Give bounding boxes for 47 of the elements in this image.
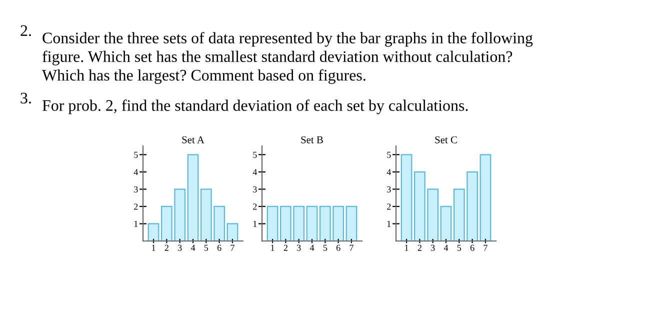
x-tick-label: 2 <box>164 244 168 251</box>
y-tick-label: 4 <box>134 169 138 176</box>
x-tick-label: 1 <box>152 244 156 251</box>
y-tick-label: 2 <box>253 204 257 210</box>
bar <box>187 154 199 241</box>
chart-title: Set A <box>182 136 204 144</box>
x-tick-label: 7 <box>230 244 234 251</box>
x-tick-label: 6 <box>217 244 222 251</box>
y-tick-label: 5 <box>387 152 391 158</box>
x-tick-label: 5 <box>323 244 328 251</box>
x-tick-label: 2 <box>418 244 422 251</box>
y-tick-label: 1 <box>253 220 257 227</box>
y-tick-label: 5 <box>253 152 257 158</box>
y-tick-label: 3 <box>134 186 138 192</box>
y-tick-label: 1 <box>387 220 391 227</box>
bar <box>400 154 412 241</box>
x-tick-label: 3 <box>297 244 301 251</box>
y-tick-label: 3 <box>387 186 391 192</box>
y-tick-label: 2 <box>387 204 391 210</box>
chart-title: Set C <box>435 136 457 144</box>
x-tick-label: 7 <box>484 244 488 251</box>
x-tick-label: 4 <box>444 244 448 251</box>
bar <box>480 154 492 241</box>
y-tick-label: 4 <box>386 169 391 176</box>
text: 2. Consider the three sets of data represented by the bar graphs in the following figure. Which set has the smallest standard deviation without calculation? Which has the largest? Comment based on figures. <box>20 25 533 84</box>
x-tick-label: 7 <box>350 244 354 251</box>
x-tick-label: 3 <box>178 244 182 251</box>
chart-title: Set B <box>301 136 323 144</box>
x-tick-label: 4 <box>190 244 196 251</box>
x-tick-label: 2 <box>284 244 288 251</box>
x-tick-label: 5 <box>457 244 462 251</box>
bar <box>226 223 238 241</box>
x-tick-label: 1 <box>405 244 408 251</box>
bar <box>148 223 160 241</box>
x-tick-label: 6 <box>470 244 474 251</box>
bar <box>440 206 452 241</box>
x-tick-label: 1 <box>271 244 274 251</box>
x-tick-label: 6 <box>336 244 340 251</box>
y-tick-label: 1 <box>134 220 138 227</box>
text: 3. For prob. 2, find the standard deviation of each set by calculations. <box>20 92 468 114</box>
x-tick-label: 5 <box>204 244 208 251</box>
y-tick-label: 4 <box>252 169 257 176</box>
y-tick-label: 3 <box>253 186 257 192</box>
y-tick-label: 2 <box>134 204 138 210</box>
y-tick-label: 5 <box>134 152 138 158</box>
x-tick-label: 3 <box>431 244 435 251</box>
x-tick-label: 4 <box>310 244 314 251</box>
